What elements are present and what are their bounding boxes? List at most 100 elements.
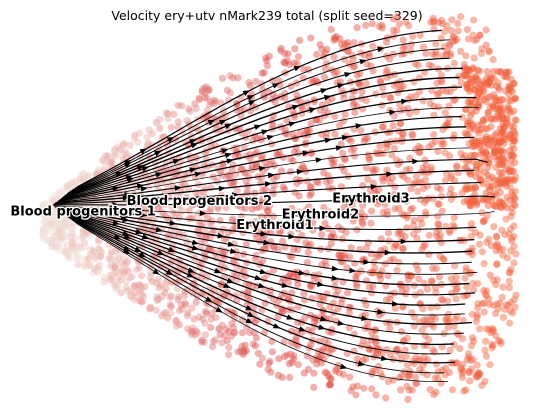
scatter-point — [489, 327, 497, 335]
streamline-arrow — [320, 88, 328, 94]
scatter-point — [429, 18, 438, 26]
scatter-point — [473, 161, 481, 169]
scatter-point — [277, 227, 285, 235]
scatter-point — [305, 220, 313, 228]
scatter-point — [225, 351, 233, 359]
scatter-point — [218, 191, 226, 199]
scatter-point — [351, 108, 359, 117]
scatter-point — [382, 38, 391, 46]
streamline-arrow — [323, 94, 332, 101]
scatter-point — [415, 275, 423, 283]
streamline-arrow — [189, 167, 197, 173]
scatter-point — [306, 311, 315, 319]
streamline-arrow — [229, 248, 238, 254]
scatter-point — [264, 207, 272, 216]
scatter-point — [466, 377, 474, 385]
scatter-point — [507, 298, 515, 306]
scatter-point — [288, 306, 296, 314]
streamline-arrow — [288, 121, 297, 127]
scatter-point — [461, 274, 469, 282]
streamline-arrow — [341, 134, 350, 141]
scatter-point — [434, 374, 442, 382]
scatter-point — [362, 244, 371, 252]
scatter-point — [473, 313, 481, 321]
scatter-point — [263, 227, 271, 235]
scatter-point — [82, 230, 90, 238]
scatter-point — [315, 354, 323, 362]
scatter-point — [451, 37, 459, 45]
scatter-point — [167, 123, 175, 131]
scatter-point — [226, 179, 235, 187]
scatter-point — [365, 53, 374, 61]
scatter-point — [510, 195, 518, 203]
scatter-point — [313, 360, 321, 368]
scatter-point — [107, 248, 115, 256]
scatter-point — [154, 275, 163, 283]
streamline-arrow — [135, 228, 143, 235]
scatter-point — [421, 208, 430, 216]
scatter-point — [434, 200, 442, 208]
scatter-point — [438, 16, 446, 24]
scatter-point — [510, 135, 518, 143]
scatter-point — [279, 308, 287, 316]
scatter-point — [84, 172, 92, 180]
scatter-point — [157, 200, 165, 208]
scatter-point — [419, 305, 427, 313]
scatter-point — [512, 291, 520, 299]
scatter-point — [216, 196, 224, 204]
scatter-point — [203, 94, 211, 102]
scatter-point — [507, 247, 515, 255]
scatter-point — [131, 131, 139, 139]
scatter-point — [310, 383, 318, 391]
scatter-point — [63, 222, 71, 230]
scatter-point — [198, 338, 206, 346]
scatter-point — [429, 50, 437, 58]
scatter-point — [245, 173, 253, 181]
scatter-point — [299, 162, 307, 170]
scatter-point — [114, 273, 122, 281]
scatter-point — [233, 224, 241, 232]
scatter-point — [495, 96, 503, 104]
scatter-point — [321, 65, 329, 73]
scatter-point — [357, 208, 365, 216]
scatter-point — [70, 243, 78, 251]
scatter-point — [181, 288, 189, 296]
streamline-arrow — [139, 212, 148, 218]
scatter-point — [39, 201, 47, 209]
scatter-point — [508, 237, 516, 245]
scatter-point — [458, 369, 466, 377]
scatter-point — [131, 288, 139, 296]
scatter-point — [295, 208, 303, 216]
streamline-arrow — [122, 248, 131, 255]
scatter-point — [335, 252, 343, 260]
streamline-arrow — [286, 314, 294, 320]
scatter-point — [463, 26, 471, 34]
scatter-point — [330, 36, 338, 44]
scatter-point — [454, 331, 463, 339]
scatter-point — [162, 109, 170, 117]
scatter-point — [208, 343, 217, 351]
scatter-point — [448, 16, 456, 24]
scatter-point — [386, 256, 394, 264]
scatter-point — [500, 133, 508, 141]
scatter-point — [306, 183, 314, 191]
scatter-point — [112, 285, 121, 293]
scatter-point — [42, 213, 50, 221]
scatter-point — [387, 290, 395, 298]
scatter-point — [93, 263, 101, 271]
scatter-point — [497, 67, 505, 76]
scatter-point — [489, 56, 497, 64]
scatter-point — [472, 318, 480, 326]
scatter-point — [96, 253, 104, 261]
streamline-arrow — [267, 172, 276, 179]
scatter-point — [38, 202, 46, 211]
scatter-point — [43, 212, 51, 220]
chart-title: Velocity ery+utv nMark239 total (split s… — [111, 8, 422, 23]
scatter-point — [237, 165, 245, 173]
scatter-point — [365, 156, 373, 164]
scatter-point — [304, 248, 312, 256]
scatter-point — [482, 325, 491, 333]
scatter-point — [174, 198, 182, 206]
scatter-point — [429, 346, 437, 354]
scatter-point — [407, 206, 415, 214]
